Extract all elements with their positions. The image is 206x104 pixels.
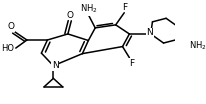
Text: N: N [146,28,152,37]
Text: NH$_2$: NH$_2$ [79,3,97,15]
Text: NH$_2$: NH$_2$ [188,40,206,52]
Text: O: O [7,22,14,31]
Text: HO: HO [2,44,15,53]
Text: N: N [52,61,58,70]
Text: F: F [122,3,127,12]
Text: F: F [128,59,133,68]
Text: O: O [67,11,74,20]
